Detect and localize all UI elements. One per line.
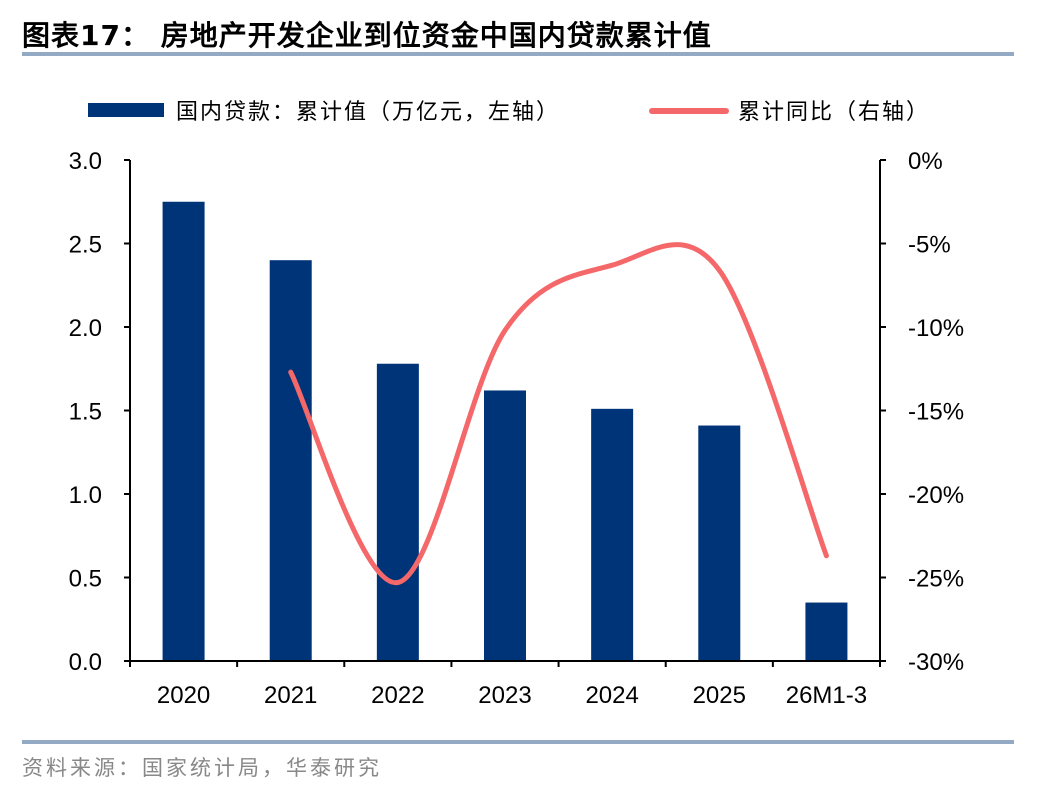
bar-2025 [698,425,741,661]
left-tick-label: 1.5 [69,399,102,426]
chart-title: 图表17： 房地产开发企业到位资金中国内贷款累计值 [22,19,712,52]
legend-bar-swatch [88,103,164,117]
legend-bar-label: 国内贷款：累计值（万亿元，左轴） [176,100,560,125]
yoy-line [288,242,829,586]
right-tick-label: 0% [908,148,943,175]
x-tick-label: 26M1-3 [786,682,867,709]
x-tick-label: 2023 [478,682,531,709]
left-tick-label: 0.5 [69,566,102,593]
right-tick-label: -25% [908,566,964,593]
footer-divider [22,740,1014,744]
left-tick-label: 2.5 [69,232,102,259]
x-tick-label: 2022 [371,682,424,709]
right-tick-label: -20% [908,482,964,509]
source-note: 资料来源：国家统计局，华泰研究 [22,756,382,780]
bar-2020 [162,201,205,661]
left-tick-label: 3.0 [69,148,102,175]
x-tick-label: 2020 [157,682,210,709]
bar-2021 [269,260,312,661]
bar-2023 [484,390,526,661]
right-tick-label: -5% [908,232,951,259]
title-divider [22,52,1014,56]
right-tick-label: -15% [908,399,964,426]
bar-26M1-3 [805,602,848,661]
x-tick-label: 2025 [693,682,746,709]
left-tick-label: 0.0 [69,649,102,676]
bar-2024 [591,408,634,661]
bar-2022 [376,363,419,661]
left-tick-label: 1.0 [69,482,102,509]
legend-line-label: 累计同比（右轴） [738,100,930,125]
x-tick-label: 2021 [264,682,317,709]
right-tick-label: -30% [908,649,964,676]
right-tick-label: -10% [908,315,964,342]
x-tick-label: 2024 [585,682,638,709]
left-tick-label: 2.0 [69,315,102,342]
